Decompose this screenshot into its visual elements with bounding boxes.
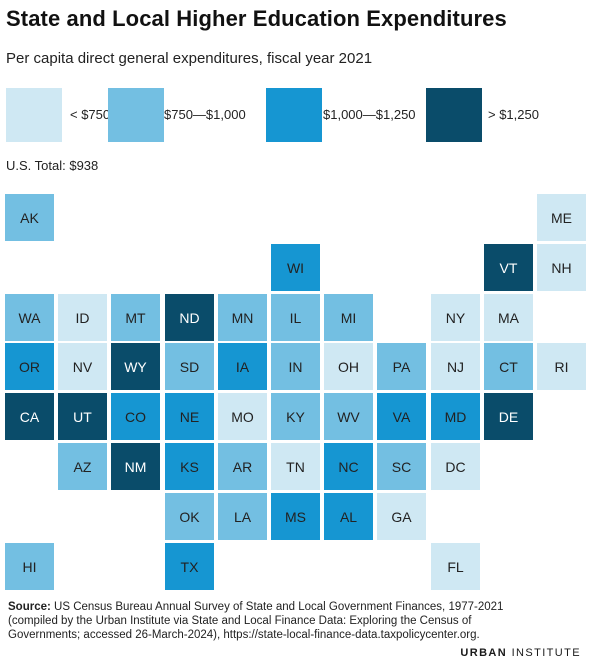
state-tile-sd: SD xyxy=(165,343,214,390)
state-tile-ga: GA xyxy=(377,493,426,540)
legend-label: $750—$1,000 xyxy=(164,107,246,122)
state-tile-ak: AK xyxy=(5,194,54,241)
state-tile-ut: UT xyxy=(58,393,107,440)
legend-swatch xyxy=(266,88,322,142)
legend-label: < $750 xyxy=(70,107,111,122)
state-tile-ma: MA xyxy=(484,294,533,341)
state-tile-me: ME xyxy=(537,194,586,241)
state-tile-nm: NM xyxy=(111,443,160,490)
state-tile-la: LA xyxy=(218,493,267,540)
state-tile-nv: NV xyxy=(58,343,107,390)
state-tile-va: VA xyxy=(377,393,426,440)
state-tile-ok: OK xyxy=(165,493,214,540)
state-tile-id: ID xyxy=(58,294,107,341)
state-tile-pa: PA xyxy=(377,343,426,390)
state-tile-ky: KY xyxy=(271,393,320,440)
state-tile-tx: TX xyxy=(165,543,214,590)
state-tile-wa: WA xyxy=(5,294,54,341)
state-tile-ny: NY xyxy=(431,294,480,341)
state-tile-oh: OH xyxy=(324,343,373,390)
state-tile-nj: NJ xyxy=(431,343,480,390)
state-tile-mn: MN xyxy=(218,294,267,341)
state-tile-md: MD xyxy=(431,393,480,440)
state-tile-ct: CT xyxy=(484,343,533,390)
state-tile-ri: RI xyxy=(537,343,586,390)
source-note: Source: US Census Bureau Annual Survey o… xyxy=(8,600,528,642)
legend-swatch xyxy=(6,88,62,142)
state-tile-tn: TN xyxy=(271,443,320,490)
state-tile-al: AL xyxy=(324,493,373,540)
state-tile-co: CO xyxy=(111,393,160,440)
state-tile-wi: WI xyxy=(271,244,320,291)
state-tile-dc: DC xyxy=(431,443,480,490)
state-tile-vt: VT xyxy=(484,244,533,291)
state-tile-nc: NC xyxy=(324,443,373,490)
state-tile-ca: CA xyxy=(5,393,54,440)
legend: < $750 $750—$1,000 $1,000—$1,250 > $1,25… xyxy=(0,88,591,142)
state-tile-mi: MI xyxy=(324,294,373,341)
state-tile-ne: NE xyxy=(165,393,214,440)
source-label: Source: xyxy=(8,601,51,613)
chart-subtitle: Per capita direct general expenditures, … xyxy=(6,50,373,67)
legend-label: $1,000—$1,250 xyxy=(323,107,416,122)
state-tile-ks: KS xyxy=(165,443,214,490)
state-tile-ia: IA xyxy=(218,343,267,390)
state-tile-hi: HI xyxy=(5,543,54,590)
urban-institute-logo: URBAN INSTITUTE xyxy=(460,647,581,659)
us-total: U.S. Total: $938 xyxy=(6,158,99,173)
chart-title: State and Local Higher Education Expendi… xyxy=(6,6,507,31)
tile-map: AK ME WI VT NH WA ID MT ND MN IL MI NY MA OR NV WY SD IA IN… xyxy=(5,194,586,590)
state-tile-in: IN xyxy=(271,343,320,390)
legend-swatch xyxy=(426,88,482,142)
source-text: US Census Bureau Annual Survey of State … xyxy=(8,601,504,641)
state-tile-or: OR xyxy=(5,343,54,390)
state-tile-nh: NH xyxy=(537,244,586,291)
state-tile-ms: MS xyxy=(271,493,320,540)
state-tile-sc: SC xyxy=(377,443,426,490)
state-tile-mt: MT xyxy=(111,294,160,341)
state-tile-ar: AR xyxy=(218,443,267,490)
legend-label: > $1,250 xyxy=(488,107,539,122)
state-tile-wv: WV xyxy=(324,393,373,440)
state-tile-nd: ND xyxy=(165,294,214,341)
state-tile-de: DE xyxy=(484,393,533,440)
state-tile-wy: WY xyxy=(111,343,160,390)
state-tile-il: IL xyxy=(271,294,320,341)
state-tile-mo: MO xyxy=(218,393,267,440)
legend-swatch xyxy=(108,88,164,142)
state-tile-fl: FL xyxy=(431,543,480,590)
state-tile-az: AZ xyxy=(58,443,107,490)
